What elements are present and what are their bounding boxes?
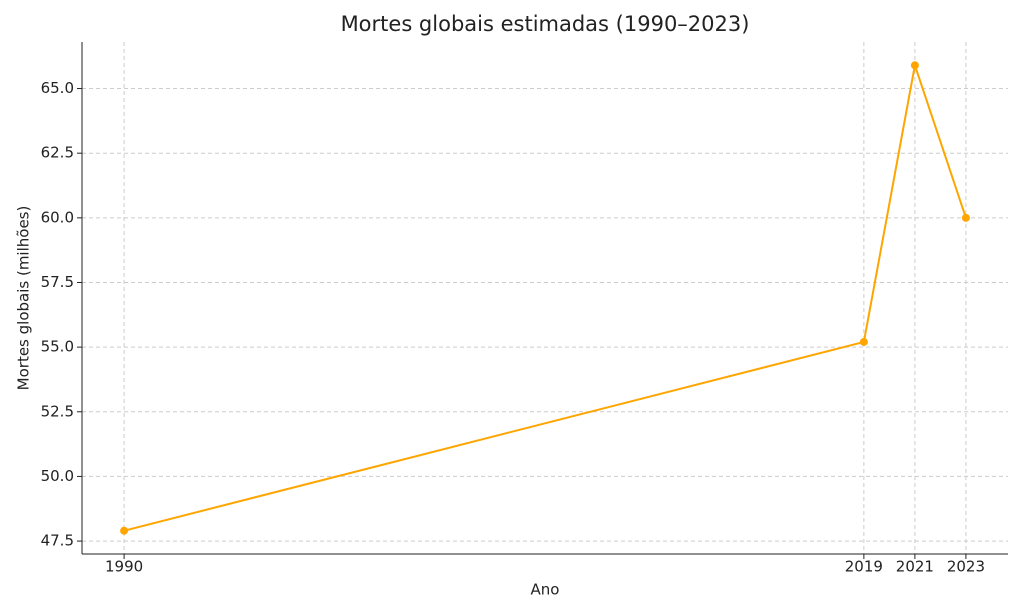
y-tick-label: 57.5 [41,273,74,291]
y-tick-label: 55.0 [41,338,74,356]
y-tick-label: 47.5 [41,532,74,550]
x-axis-label: Ano [531,581,560,599]
point [120,526,129,535]
y-tick-label: 65.0 [41,79,74,97]
line [123,64,967,532]
chart-title: Mortes globais estimadas (1990–2023) [341,12,750,36]
y-tick-label: 52.5 [41,402,74,420]
point [961,213,970,222]
point [859,337,868,346]
y-tick-label: 50.0 [41,467,74,485]
y-tick-label: 62.5 [41,144,74,162]
y-tick-label: 60.0 [41,208,74,226]
x-tick-label: 2019 [845,558,883,576]
x-tick-label: 1990 [105,558,143,576]
point [910,61,919,70]
x-tick-label: 2023 [947,558,985,576]
y-axis-label: Mortes globais (milhões) [15,206,33,391]
x-tick-label: 2021 [896,558,934,576]
